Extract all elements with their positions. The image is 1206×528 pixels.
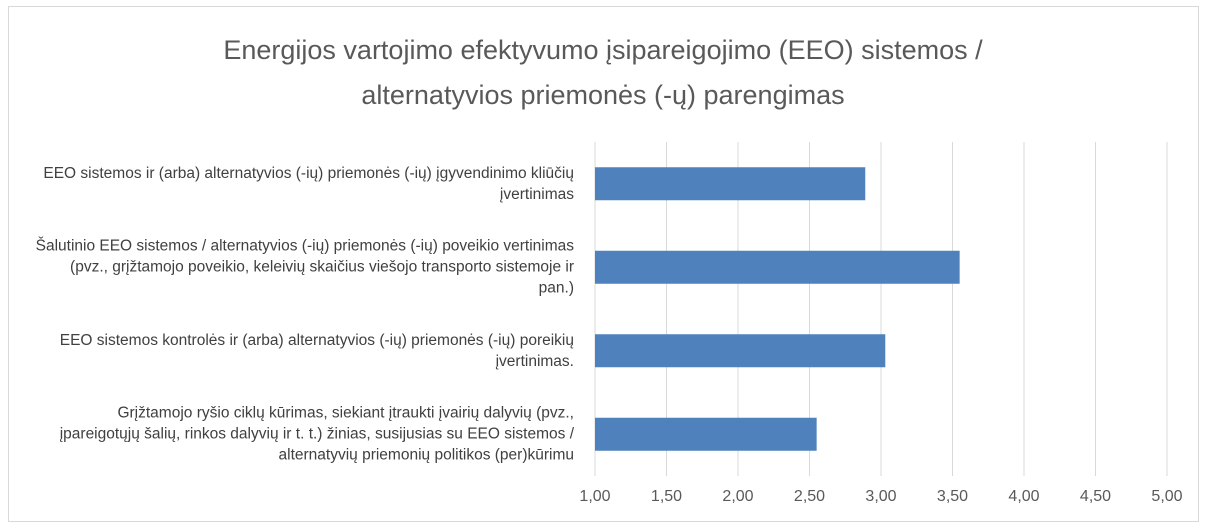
x-tick-label: 4,50 [1080, 488, 1111, 505]
x-tick-label: 1,50 [651, 488, 682, 505]
bar [595, 417, 817, 451]
x-tick-label: 3,50 [937, 488, 968, 505]
y-tick-label: Šalutinio EEO sistemos / alternatyvios (… [35, 237, 574, 297]
x-tick-label: 2,50 [794, 488, 825, 505]
y-tick-label: EEO sistemos kontrolės ir (arba) alterna… [59, 331, 574, 370]
y-tick-label: EEO sistemos ir (arba) alternatyvios (-i… [43, 164, 574, 203]
chart-title: Energijos vartojimo efektyvumo įsipareig… [223, 35, 983, 110]
x-tick-label: 2,00 [722, 488, 753, 505]
bar [595, 334, 886, 368]
x-tick-label: 4,00 [1008, 488, 1039, 505]
bar [595, 250, 960, 284]
x-tick-label: 1,00 [579, 488, 610, 505]
y-tick-label: Grįžtamojo ryšio ciklų kūrimas, siekiant… [59, 404, 574, 464]
x-tick-label: 5,00 [1151, 488, 1182, 505]
x-tick-label: 3,00 [865, 488, 896, 505]
bar [595, 167, 866, 201]
